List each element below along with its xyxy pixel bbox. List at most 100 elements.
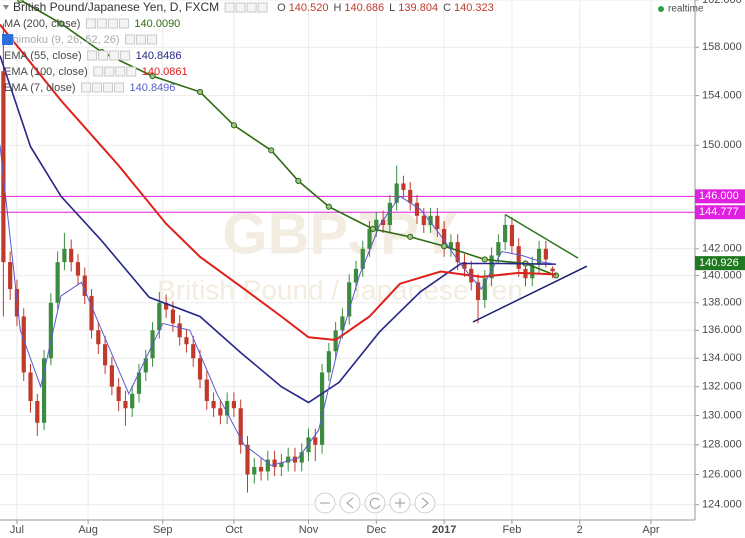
candle-body (292, 456, 298, 463)
legend-icon[interactable] (114, 82, 125, 93)
candle-body (496, 242, 501, 256)
candle-body (28, 372, 33, 402)
zoom-in-button[interactable] (389, 492, 411, 514)
candle-body (353, 268, 359, 283)
legend-icon[interactable] (104, 66, 115, 77)
ohlc-value: 140.686 (344, 2, 384, 14)
legend-icon[interactable] (147, 34, 158, 45)
candle-body (48, 302, 53, 359)
candle-body (265, 459, 270, 472)
candle-body (286, 456, 291, 463)
x-tick-label: Feb (502, 524, 521, 536)
candle-body (204, 379, 209, 402)
y-tick-label: 142.000 (702, 243, 742, 255)
legend-icon[interactable] (87, 50, 98, 61)
legend-icon[interactable] (246, 2, 257, 13)
price-tag-label: 146.000 (699, 190, 739, 202)
candle-body (401, 183, 406, 190)
candle-body (258, 467, 264, 472)
candle-body (509, 225, 515, 247)
x-tick-label: Dec (367, 524, 387, 536)
price-tag (695, 189, 745, 204)
candle-body (475, 282, 481, 301)
indicator-marker (17, 0, 24, 4)
candle-body (177, 323, 182, 338)
legend-icon[interactable] (235, 2, 246, 13)
candle-body (1, 71, 6, 263)
candle-body (380, 219, 386, 226)
y-tick-label: 130.000 (702, 409, 742, 421)
y-tick-label: 124.000 (702, 499, 742, 511)
legend-icon[interactable] (96, 18, 107, 29)
legend-icon[interactable] (85, 18, 96, 29)
scroll-right-button[interactable] (414, 492, 436, 514)
candle-body (387, 202, 392, 226)
candle-body (231, 401, 237, 409)
legend-icon[interactable] (109, 50, 120, 61)
legend-icon[interactable] (126, 66, 137, 77)
legend-icon[interactable] (81, 82, 92, 93)
candle-body (414, 202, 420, 216)
legend-value: 140.8486 (136, 50, 182, 62)
candle-body (69, 248, 74, 263)
ohlc-value: 139.804 (398, 2, 438, 14)
y-tick-label: 132.000 (702, 381, 742, 393)
grid (0, 0, 695, 520)
ohlc-key: H (333, 2, 341, 14)
candle-body (442, 228, 447, 249)
status-dot (658, 6, 664, 12)
axes: 124.000 126.000 128.000 130.000 132.000 134.0… (10, 0, 745, 536)
legend-icon[interactable] (125, 34, 136, 45)
legend-icon[interactable] (118, 18, 129, 29)
indicator-marker (295, 177, 302, 184)
candle-body (157, 302, 162, 331)
collapse-arrow[interactable] (3, 5, 9, 10)
legend-name: EMA (55, close) (4, 50, 82, 62)
legend-icon[interactable] (120, 50, 131, 61)
legend-icon[interactable] (93, 66, 104, 77)
candle-body (89, 295, 94, 331)
legend-value: 140.8496 (130, 82, 176, 94)
legend-icon[interactable] (224, 2, 235, 13)
zoom-out-button[interactable] (314, 492, 336, 514)
x-tick-label: Sep (153, 524, 173, 536)
y-tick-label: 154.000 (702, 90, 742, 102)
legend-icon[interactable] (115, 66, 126, 77)
candle-body (238, 408, 243, 445)
candle-body (75, 262, 81, 276)
price-tag (695, 256, 745, 271)
candle-body (35, 401, 40, 423)
price-tag (695, 205, 745, 220)
visibility-toggle[interactable] (2, 34, 13, 45)
ohlc-key: C (443, 2, 451, 14)
indicator-line (0, 145, 557, 467)
legend-icon[interactable] (103, 82, 114, 93)
legend-icon[interactable] (136, 34, 147, 45)
indicator-marker (196, 88, 204, 96)
y-tick-label: 158.000 (702, 41, 742, 53)
candle-body (536, 248, 542, 265)
legend-name: MA (200, close) (4, 18, 80, 30)
candle-body (191, 344, 196, 359)
legend-icon[interactable] (92, 82, 103, 93)
reset-button[interactable] (364, 492, 386, 514)
scroll-left-button[interactable] (339, 492, 361, 514)
candle-body (530, 264, 535, 279)
candle-body (489, 255, 494, 279)
legend-icon[interactable] (98, 50, 109, 61)
ohlc-value: 140.520 (289, 2, 329, 14)
candle-body (326, 351, 331, 373)
candle-body (245, 444, 250, 475)
price-tag-label: 140.926 (699, 257, 739, 269)
candle-body (170, 309, 176, 324)
legend-icon[interactable] (107, 18, 118, 29)
candle-body (102, 344, 108, 366)
y-tick-label: 150.000 (702, 139, 742, 151)
candle-body (543, 248, 548, 260)
legend-icon[interactable] (257, 2, 268, 13)
x-tick-label: Nov (299, 524, 319, 536)
indicator-marker (369, 225, 377, 233)
candle-body (164, 302, 169, 310)
ohlc-value: 140.323 (454, 2, 494, 14)
indicator-marker (268, 147, 275, 154)
